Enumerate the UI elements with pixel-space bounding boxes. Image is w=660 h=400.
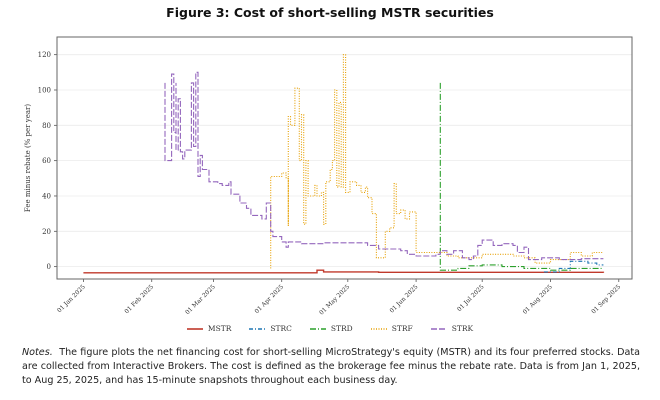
y-axis-label: Fee minus rebate (% per year) (24, 104, 32, 212)
x-tick-label: 01 Jul 2025 (456, 283, 486, 313)
series-line-strk (164, 71, 604, 261)
notes-label: Notes. (22, 347, 53, 358)
series-line-strf (270, 54, 604, 269)
notes: Notes. The figure plots the net financin… (22, 346, 640, 388)
legend-label: MSTR (207, 324, 232, 333)
plot-frame (56, 36, 633, 280)
y-tick-label: 120 (38, 51, 51, 59)
x-tick-label: 01 Jan 2025 (56, 283, 87, 314)
x-tick-label: 01 Jun 2025 (389, 283, 420, 314)
legend-item-strk: STRK (430, 324, 474, 333)
series-line-strd (439, 82, 604, 271)
legend-label: STRC (270, 324, 292, 333)
legend-swatch (309, 327, 326, 330)
x-tick-label: 01 Feb 2025 (123, 283, 155, 315)
x-tick-label: 01 Apr 2025 (253, 283, 285, 315)
y-tick-label: 60 (42, 157, 51, 165)
legend-swatch (186, 327, 203, 330)
series-line-mstr (83, 269, 605, 274)
legend-item-mstr: MSTR (186, 324, 232, 333)
y-tick-label: 80 (42, 122, 51, 130)
x-tick-label: 01 Sep 2025 (590, 283, 622, 315)
legend-item-strf: STRF (370, 324, 413, 333)
x-tick-label: 01 Aug 2025 (522, 283, 554, 315)
legend-label: STRK (451, 324, 474, 333)
legend-label: STRD (330, 324, 353, 333)
legend-swatch (249, 327, 266, 330)
y-tick-label: 0 (47, 263, 51, 271)
legend-swatch (430, 327, 447, 330)
series-line-strc (543, 260, 604, 273)
figure-title: Figure 3: Cost of short-selling MSTR sec… (166, 5, 494, 20)
y-tick-label: 40 (42, 192, 51, 200)
legend-item-strd: STRD (309, 324, 353, 333)
x-tick-label: 01 May 2025 (318, 283, 351, 316)
y-tick-label: 100 (38, 86, 51, 94)
x-tick-label: 01 Mar 2025 (184, 283, 217, 316)
legend-swatch (370, 327, 387, 330)
chart: 0 20 40 60 80 100 120 01 Jan 2025 01 Feb 2025 01 … (24, 36, 633, 317)
legend: MSTR STRC STRD STRF STRK (0, 324, 660, 333)
notes-text: The figure plots the net financing cost … (22, 347, 640, 386)
legend-item-strc: STRC (249, 324, 292, 333)
y-tick-label: 20 (42, 228, 51, 236)
legend-label: STRF (391, 324, 413, 333)
